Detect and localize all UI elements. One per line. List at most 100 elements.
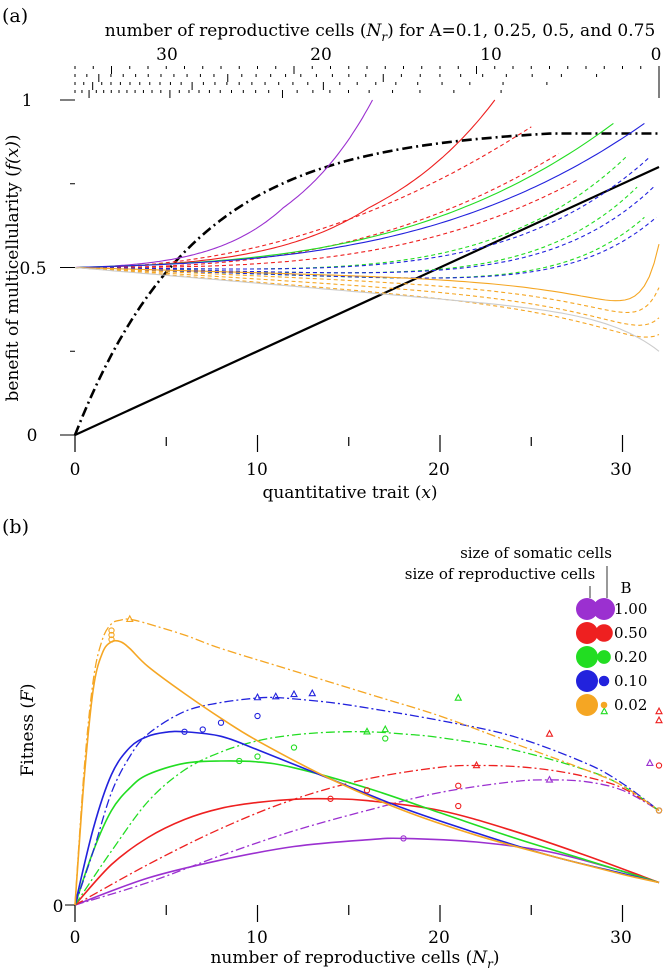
x-tick-label: 0 [70, 460, 81, 480]
panel-a-x-ticks [74, 435, 624, 452]
legend-repro-dot [598, 675, 610, 687]
panel-a-y-axis-title: benefit of multicellularity (f(x)) [3, 134, 23, 401]
x-tick-label: 30 [610, 928, 632, 948]
legend-entry-label: 0.20 [614, 648, 647, 666]
marker-triangle [545, 729, 554, 737]
panel-a-x-axis-title: quantitative trait (x) [262, 483, 437, 503]
marker-triangle [600, 706, 609, 715]
curve-b-0-10-1 [74, 156, 651, 270]
curve-b-1-00-dash-dot [74, 779, 660, 906]
curve-b-0-02-solid [74, 639, 660, 906]
marker-circle [290, 744, 298, 751]
y-tick-label: 0.5 [19, 259, 46, 279]
marker-circle [655, 762, 663, 769]
marker-triangle [381, 724, 390, 733]
x-tick-label: 10 [246, 928, 268, 948]
top-tick-label: 20 [310, 45, 332, 65]
legend: size of somatic cells size of reproducti… [405, 544, 647, 716]
legend-repro-dot [595, 624, 613, 642]
x-tick-label: 0 [70, 928, 81, 948]
x-tick-label: 20 [428, 460, 450, 480]
legend-repro-dot [600, 701, 608, 709]
curve-b-0-50-dash-dot [74, 764, 660, 906]
marker-triangle [655, 715, 663, 724]
legend-entry-label: 0.50 [614, 624, 647, 642]
marker-circle [455, 802, 462, 810]
marker-circle [108, 631, 115, 639]
curve-b-0-50-0 [74, 99, 496, 269]
curve-b-1-00-solid [74, 837, 660, 906]
marker-circle [108, 636, 115, 643]
marker-circle [217, 719, 225, 726]
marker-circle [254, 753, 261, 760]
panel-b-curves [74, 618, 660, 906]
marker-circle [254, 712, 261, 720]
panel-b-y-axis-title: Fitness (F) [18, 684, 38, 777]
panel-a-top-axis-title: number of reproductive cells (Nr) for A=… [105, 21, 656, 44]
curve-b-1-00-0 [74, 99, 373, 269]
curve-dashdot-benefit [73, 132, 659, 436]
marker-triangle [290, 689, 298, 698]
x-tick-label: 20 [428, 928, 450, 948]
marker-circle [400, 835, 407, 842]
panel-a-curves [73, 99, 660, 436]
panel-a-y-ticks [60, 99, 75, 436]
panel-a-top-tick-labels: 30 20 10 0 [156, 45, 661, 65]
marker-circle [236, 757, 243, 765]
curve-b-0-50-solid [74, 797, 660, 906]
marker-triangle [363, 727, 371, 735]
panel-b-x-ticks [65, 904, 624, 922]
y-tick-label: 0 [53, 897, 64, 917]
legend-rows [576, 598, 615, 716]
marker-circle [455, 782, 462, 789]
legend-somatic-dot [576, 694, 598, 716]
curve-b-0-10-0 [74, 122, 645, 269]
legend-title: B [620, 579, 631, 597]
legend-somatic-dot [576, 598, 598, 620]
curve-b-0-10-3 [74, 216, 657, 279]
marker-triangle [645, 758, 654, 767]
x-tick-label: 10 [246, 460, 268, 480]
panel-b-x-axis-title: number of reproductive cells (Nr) [210, 948, 499, 969]
curve-b-0-20-2 [74, 186, 638, 274]
marker-triangle [125, 614, 134, 623]
marker-triangle [253, 692, 262, 701]
top-tick-label: 30 [156, 45, 178, 65]
marker-triangle [545, 775, 554, 783]
panel-b-markers [108, 614, 663, 842]
curve-neutral-0 [74, 266, 660, 352]
curve-b-0-02-dash-dot [74, 618, 660, 906]
marker-circle [327, 795, 334, 802]
marker-triangle [655, 706, 663, 715]
legend-somatic-dot [576, 670, 598, 692]
curve-b-0-10-2 [74, 186, 654, 274]
curve-b-0-20-solid [74, 760, 660, 906]
marker-triangle [308, 688, 317, 697]
legend-entry-label: 0.02 [614, 696, 647, 714]
curve-b-0-02-0 [74, 243, 660, 302]
legend-somatic-dot [576, 622, 598, 644]
marker-circle [382, 735, 389, 742]
legend-repro-dot [593, 598, 615, 620]
marker-circle [655, 807, 663, 814]
marker-circle [363, 787, 371, 794]
panel-a-top-ticks [74, 66, 660, 98]
marker-circle [199, 726, 206, 733]
legend-somatic-dot [576, 646, 598, 668]
legend-entry-label: 0.10 [614, 672, 647, 690]
panel-a: (a) number of reproductive cells (Nr) fo… [2, 5, 661, 503]
panel-b: (b) Fitness (F) 0 0 10 20 30 number of r… [2, 516, 663, 969]
y-tick-label: 1 [22, 91, 33, 111]
marker-triangle [472, 760, 481, 769]
curve-b-0-10-solid [74, 730, 660, 906]
curve-b-0-20-dash-dot [74, 731, 660, 906]
curve-linear-benefit [74, 166, 660, 436]
curve-b-0-50-2 [75, 153, 559, 269]
legend-repro-label: size of reproductive cells [405, 565, 595, 583]
y-tick-label: 0 [27, 426, 38, 446]
x-tick-label: 30 [610, 460, 632, 480]
marker-triangle [271, 692, 280, 700]
marker-triangle [454, 693, 463, 701]
top-tick-label: 0 [651, 45, 662, 65]
